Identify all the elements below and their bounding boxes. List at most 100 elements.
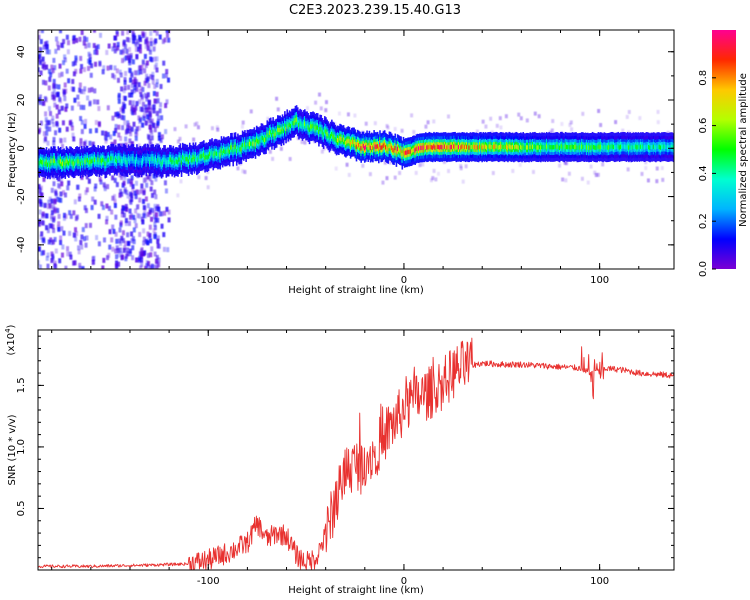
spectrogram-ridge-cell (329, 134, 332, 139)
spectrogram-ridge-cell (604, 145, 607, 150)
spectrogram-noise-cell (105, 203, 109, 209)
spectrogram-noise-cell (84, 242, 88, 248)
spectrogram-ridge-cell (233, 144, 236, 150)
spectrogram-ridge-cell (151, 156, 153, 161)
snr-y-multiplier: (x104) (4, 324, 17, 355)
spectrogram-noise-cell (115, 68, 119, 74)
spectrogram-ridge-cell (505, 144, 508, 149)
spectrogram-noise-cell (73, 97, 77, 103)
spectrogram-noise-cell (67, 78, 71, 84)
spectrogram-noise-cell (38, 218, 42, 224)
spectrogram-noise-cell (83, 205, 87, 211)
spectrogram-noise-cell (41, 56, 45, 62)
spectrogram-noise-cell (127, 122, 131, 128)
spectrogram-noise-cell (89, 72, 93, 78)
spectrogram-noise-cell (59, 30, 63, 34)
spectrogram-noise-cell (118, 227, 122, 233)
spectrogram-noise-cell (345, 162, 349, 167)
spectrogram-ridge-cell (662, 144, 664, 149)
spectrogram-ridge-cell (257, 139, 259, 144)
spectrogram-noise-cell (129, 199, 133, 205)
spectrogram-ridge-cell (331, 131, 333, 137)
spectrogram-ridge-cell (588, 145, 590, 150)
spectrogram-ridge-cell (273, 133, 276, 138)
spectrogram-noise-cell (426, 120, 430, 125)
spectrogram-ridge-cell (203, 152, 205, 157)
spectrogram-ridge-cell (531, 144, 534, 149)
spectrogram-ridge-cell (376, 144, 379, 149)
spectrogram-ridge-cell (508, 144, 510, 149)
spectrogram-ridge-cell (446, 145, 448, 150)
spectrogram-ridge-cell (345, 140, 347, 146)
spectrogram-noise-cell (57, 213, 61, 219)
spectrogram-noise-cell (56, 41, 60, 47)
spectrogram-noise-cell (134, 223, 138, 229)
spectrogram-noise-cell (150, 129, 154, 135)
spectrogram-noise-cell (72, 35, 76, 41)
spectrogram-noise-cell (400, 128, 404, 133)
spectrogram-noise-cell (45, 225, 49, 231)
spectrogram-noise-cell (44, 64, 48, 70)
spectrogram-noise-cell (65, 103, 69, 109)
spectrogram-noise-cell (48, 196, 52, 202)
spectrogram-noise-cell (134, 128, 138, 134)
spectrogram-noise-cell (353, 113, 357, 118)
spectrogram-ridge-cell (64, 162, 67, 167)
spectrogram-noise-cell (97, 213, 101, 219)
spectrogram-noise-cell (149, 252, 153, 258)
spectrogram-noise-cell (511, 168, 515, 173)
spectrogram-noise-cell (144, 63, 148, 69)
spectrogram-ridge-cell (652, 144, 655, 149)
spectrogram-noise-cell (120, 114, 124, 120)
spectrogram-noise-cell (134, 194, 138, 200)
spectrogram-noise-cell (148, 49, 152, 55)
spectrogram-noise-cell (55, 104, 59, 110)
spectrogram-ridge-cell (100, 159, 103, 164)
spectrogram-ridge-cell (92, 156, 95, 162)
spectrogram-noise-cell (115, 245, 119, 251)
spectrogram-noise-cell (69, 254, 73, 260)
spectrogram-noise-cell (139, 85, 143, 91)
spectrogram-noise-cell (57, 84, 61, 90)
spectrogram-ridge-cell (645, 144, 648, 149)
spectrogram-noise-cell (121, 58, 125, 64)
spectrogram-noise-cell (48, 203, 52, 209)
spectrogram-ridge-cell (355, 144, 358, 150)
spectrogram-ridge-cell (57, 158, 60, 163)
spectrogram-noise-cell (118, 69, 122, 75)
spectrogram-noise-cell (130, 83, 134, 89)
spectrogram-noise-cell (70, 121, 74, 127)
spectrogram-ridge-cell (430, 145, 433, 150)
spectrogram-noise-cell (124, 136, 128, 142)
spectrogram-noise-cell (167, 37, 171, 43)
spectrogram-ridge-cell (247, 142, 250, 147)
spectrogram-noise-cell (155, 30, 159, 36)
spectrogram-noise-cell (150, 118, 154, 124)
spectrogram-noise-cell (42, 131, 46, 137)
spectrogram-ridge-cell (340, 136, 343, 142)
spectrogram-ridge-cell (275, 130, 278, 136)
spectrogram-noise-cell (47, 85, 51, 91)
spectrogram-ridge-cell (90, 159, 92, 164)
spectrogram-noise-cell (87, 178, 91, 184)
spectrogram-ridge-cell (46, 162, 49, 167)
spectrogram-noise-cell (120, 175, 124, 181)
spectrogram-ridge-cell (583, 145, 586, 150)
spectrogram-ridge-cell (486, 145, 488, 150)
spectrogram-noise-cell (44, 123, 48, 129)
spectrogram-noise-cell (368, 172, 372, 177)
spectrogram-ridge-cell (449, 145, 452, 150)
spectrogram-ridge-cell (385, 145, 387, 150)
spectrogram-noise-cell (165, 206, 169, 212)
spectrogram-noise-cell (149, 37, 153, 43)
spectrogram-ridge-cell (304, 121, 306, 126)
spectrogram-ridge-cell (619, 144, 622, 150)
spectrogram-ridge-cell (655, 145, 657, 150)
spectrogram-noise-cell (143, 68, 147, 74)
spectrogram-ridge-cell (448, 145, 451, 150)
x-tick-label: 0 (401, 576, 407, 587)
spectrogram-ridge-cell (415, 146, 418, 152)
spectrogram-noise-cell (111, 195, 115, 201)
spectrogram-ridge-cell (585, 145, 588, 150)
spectrogram-ridge-cell (550, 145, 553, 150)
